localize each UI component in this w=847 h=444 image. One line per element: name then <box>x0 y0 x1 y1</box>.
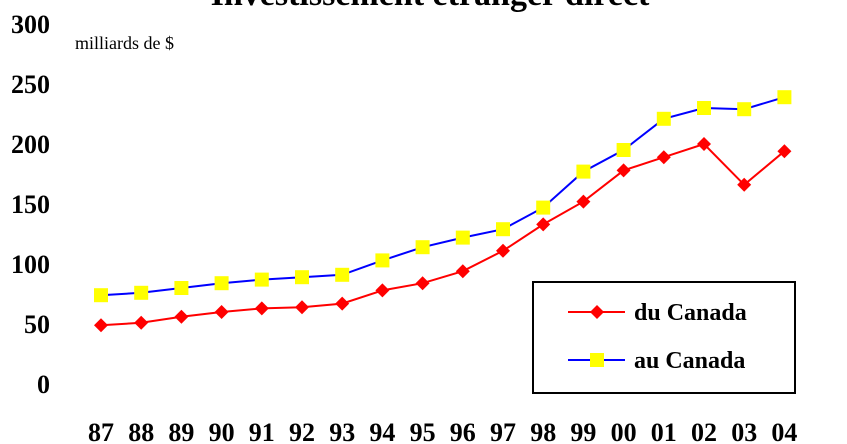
data-point-au-canada-97 <box>496 222 510 237</box>
series-line-au-canada <box>100 96 785 297</box>
y-tick-label-0: 0 <box>37 370 50 399</box>
data-point-au-canada-94 <box>375 253 390 268</box>
data-point-du-canada-02 <box>697 137 711 151</box>
x-tick-label-94: 94 <box>369 418 395 444</box>
data-point-au-canada-01 <box>656 111 671 126</box>
data-point-du-canada-91 <box>254 301 269 316</box>
data-point-au-canada-99 <box>576 164 591 179</box>
x-tick-label-02: 02 <box>691 418 717 444</box>
data-point-du-canada-95 <box>415 276 430 291</box>
x-tick-label-96: 96 <box>450 418 476 444</box>
data-point-du-canada-89 <box>174 309 189 324</box>
x-tick-label-97: 97 <box>490 418 516 444</box>
y-tick-label-50: 50 <box>24 310 50 339</box>
data-point-au-canada-89 <box>174 281 189 295</box>
x-tick-label-92: 92 <box>289 418 315 444</box>
data-point-du-canada-99 <box>576 194 591 209</box>
x-tick-label-91: 91 <box>249 418 275 444</box>
x-tick-label-87: 87 <box>88 418 114 444</box>
x-tick-label-04: 04 <box>771 418 797 444</box>
x-tick-label-98: 98 <box>530 418 556 444</box>
data-point-au-canada-91 <box>254 272 269 287</box>
legend-marker-du-canada <box>590 305 604 319</box>
data-point-au-canada-00 <box>616 143 631 157</box>
x-tick-label-93: 93 <box>329 418 355 444</box>
data-point-du-canada-03 <box>737 177 752 192</box>
legend-label-du-canada: du Canada <box>634 300 747 326</box>
data-point-au-canada-88 <box>134 285 149 300</box>
legend-label-au-canada: au Canada <box>634 348 745 374</box>
y-tick-label-100: 100 <box>11 250 50 279</box>
x-tick-label-99: 99 <box>570 418 596 444</box>
x-axis: 87 88 89 90 91 92 93 94 95 96 97 98 99 00 01 02 03 04 <box>88 418 797 444</box>
data-point-au-canada-96 <box>455 230 470 245</box>
legend-marker-au-canada <box>590 353 604 367</box>
data-point-du-canada-98 <box>536 217 551 232</box>
x-tick-label-00: 00 <box>611 418 637 444</box>
y-tick-label-200: 200 <box>11 130 50 159</box>
x-tick-label-88: 88 <box>128 418 154 444</box>
data-point-du-canada-90 <box>214 305 229 319</box>
x-tick-label-90: 90 <box>209 418 235 444</box>
data-point-au-canada-98 <box>536 200 551 215</box>
y-axis: 0 50 100 150 200 250 300 <box>11 10 50 399</box>
data-point-du-canada-97 <box>496 243 510 258</box>
data-point-du-canada-00 <box>616 163 631 178</box>
legend: du Canada au Canada <box>532 281 796 394</box>
data-point-du-canada-87 <box>94 318 108 333</box>
series-markers <box>94 90 792 333</box>
data-point-au-canada-95 <box>415 240 430 255</box>
y-axis-unit-label: milliards de $ <box>75 33 174 53</box>
legend-box <box>532 281 796 394</box>
series-line-du-canada <box>100 142 786 327</box>
x-tick-label-03: 03 <box>731 418 757 444</box>
y-tick-label-150: 150 <box>11 190 50 219</box>
data-point-au-canada-92 <box>295 270 309 285</box>
data-point-du-canada-04 <box>777 144 792 159</box>
data-point-du-canada-93 <box>335 296 350 311</box>
data-point-au-canada-90 <box>214 276 229 291</box>
y-tick-label-300: 300 <box>11 10 50 39</box>
x-tick-label-01: 01 <box>651 418 677 444</box>
data-point-au-canada-04 <box>777 90 792 105</box>
data-point-au-canada-03 <box>737 102 752 117</box>
data-point-du-canada-96 <box>455 264 470 279</box>
chart-title: Investissement étranger direct <box>211 0 650 13</box>
data-point-du-canada-01 <box>656 150 671 165</box>
data-point-au-canada-93 <box>335 267 350 282</box>
data-point-du-canada-92 <box>295 300 309 315</box>
data-point-du-canada-94 <box>375 283 390 298</box>
data-point-au-canada-02 <box>697 101 711 115</box>
data-point-au-canada-87 <box>94 288 108 303</box>
x-tick-label-89: 89 <box>168 418 194 444</box>
y-tick-label-250: 250 <box>11 70 50 99</box>
x-tick-label-95: 95 <box>410 418 436 444</box>
data-point-du-canada-88 <box>134 315 149 330</box>
